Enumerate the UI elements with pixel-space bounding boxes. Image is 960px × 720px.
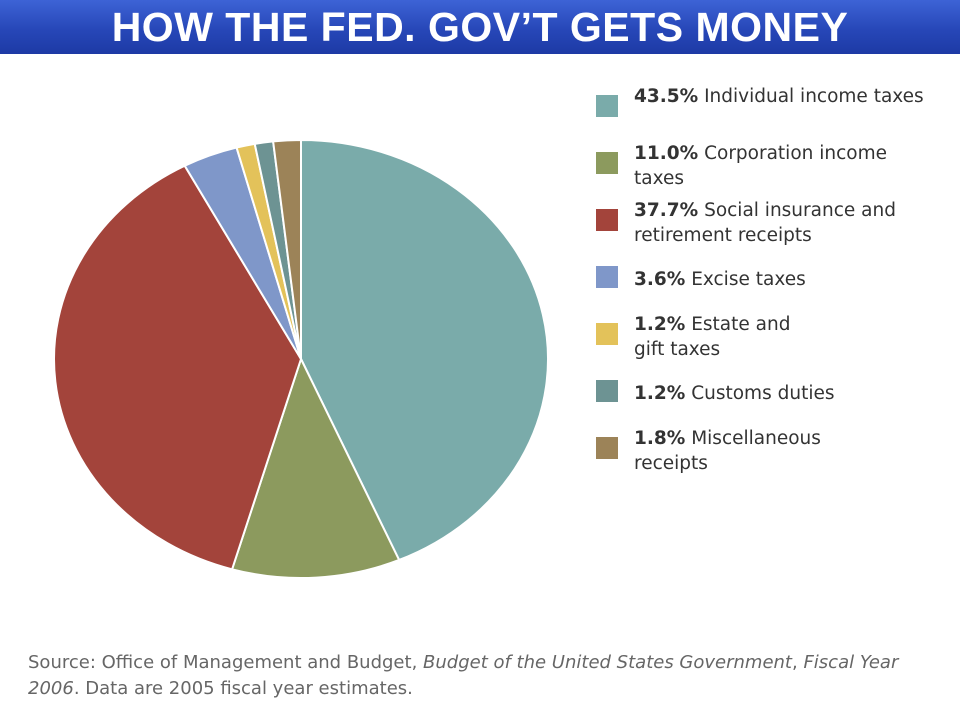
legend-label: Individual income taxes	[704, 86, 924, 107]
legend-label: Corporation income taxes	[634, 143, 888, 189]
pie-slice-misc	[271, 138, 302, 360]
legend-swatch	[596, 209, 618, 231]
legend-percent: 1.2%	[634, 314, 686, 335]
pie-chart	[53, 138, 550, 579]
source-separator: ,	[792, 652, 804, 673]
pie-slice-social-insurance	[53, 164, 303, 571]
legend-swatch	[596, 152, 618, 174]
legend-label: Customs duties	[691, 383, 835, 404]
pie-slices	[53, 138, 550, 579]
legend-swatch	[596, 266, 618, 288]
legend-percent: 37.7%	[634, 200, 699, 221]
source-fiscal-year: Fiscal Year 2006	[28, 652, 899, 699]
legend-percent: 3.6%	[634, 269, 686, 290]
legend-label: Miscellaneous receipts	[634, 428, 821, 474]
pie-slice-individual	[300, 138, 550, 562]
page-title: HOW THE FED. GOV’T GETS MONEY	[111, 3, 849, 50]
legend-label: Estate and gift taxes	[634, 314, 791, 360]
legend-percent: 11.0%	[634, 143, 699, 164]
pie-slice-corporation	[230, 356, 401, 579]
title-bar: HOW THE FED. GOV’T GETS MONEY	[0, 0, 960, 54]
legend-percent: 1.8%	[634, 428, 686, 449]
legend-swatch	[596, 437, 618, 459]
legend-swatch	[596, 323, 618, 345]
source-note: Source: Office of Management and Budget,…	[28, 650, 928, 702]
source-prefix: Source: Office of Management and Budget,	[28, 652, 424, 673]
legend-label: Excise taxes	[691, 269, 806, 290]
legend-percent: 1.2%	[634, 383, 686, 404]
source-publication: Budget of the United States Government	[423, 652, 792, 673]
legend-swatch	[596, 380, 618, 402]
source-suffix: . Data are 2005 fiscal year estimates.	[73, 678, 413, 699]
legend-percent: 43.5%	[634, 86, 699, 107]
legend-label: Social insurance and retirement receipts	[634, 200, 896, 246]
legend-swatch	[596, 95, 618, 117]
